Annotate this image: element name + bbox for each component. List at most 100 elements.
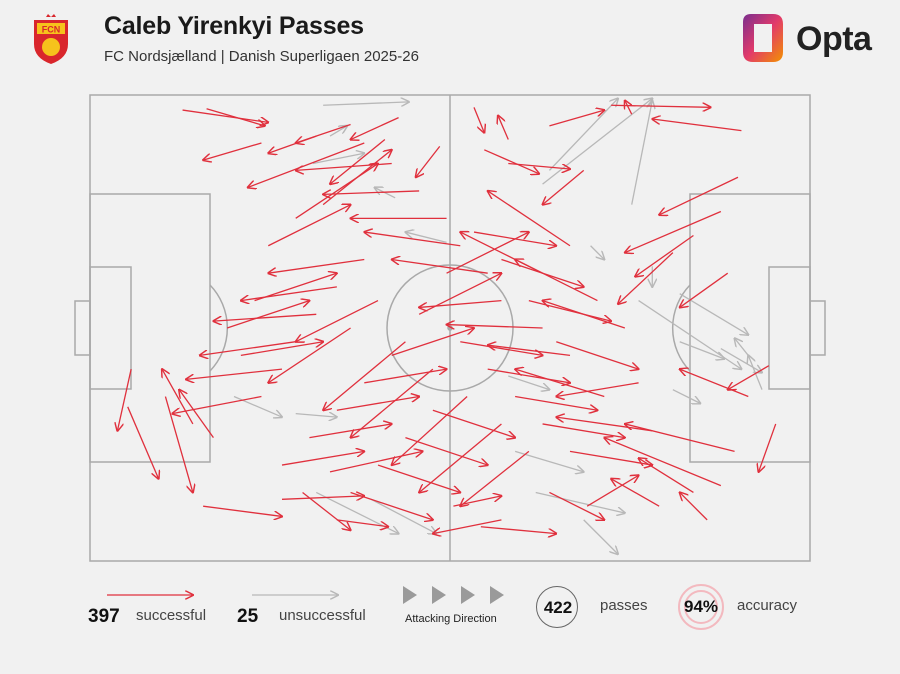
successful-pass: [460, 450, 530, 506]
unsuccessful-pass: [748, 355, 763, 390]
successful-pass: [515, 369, 605, 398]
successful-pass: [659, 176, 739, 215]
successful-pass: [336, 519, 388, 527]
accuracy-ring-inner: [684, 590, 718, 624]
successful-pass: [611, 105, 710, 107]
successful-pass: [460, 341, 542, 356]
successful-pass: [556, 382, 639, 397]
unsuccessful-passes: [233, 98, 763, 554]
successful-pass: [309, 424, 391, 439]
successful-pass: [267, 205, 350, 247]
unsuccessful-count: 25: [237, 606, 259, 627]
successful-pass: [162, 369, 194, 425]
successful-pass: [586, 475, 638, 507]
successful-pass: [680, 272, 729, 307]
passes-label: passes: [600, 597, 648, 614]
successful-pass: [203, 142, 262, 160]
crest-text: FCN: [42, 25, 61, 35]
unsuccessful-pass: [323, 102, 409, 105]
successful-pass: [418, 273, 501, 315]
unsuccessful-pass: [672, 389, 700, 404]
successful-pass: [549, 110, 604, 127]
successful-pass: [447, 325, 543, 328]
successful-pass: [295, 164, 378, 219]
successful-pass: [391, 328, 474, 357]
successful-pass: [179, 390, 214, 439]
successful-pass: [515, 259, 598, 302]
successful-pass: [281, 496, 364, 499]
successful-pass: [186, 368, 283, 379]
page-title: Caleb Yirenkyi Passes: [104, 12, 364, 40]
successful-pass: [336, 397, 419, 411]
club-crest: FCN: [34, 14, 68, 64]
unsuccessful-pass: [233, 395, 282, 418]
unsuccessful-pass: [542, 98, 653, 185]
successful-pass: [487, 368, 570, 383]
successful-pass: [351, 117, 399, 140]
successful-pass: [446, 232, 529, 274]
successful-pass: [182, 109, 269, 122]
successful-pass: [302, 491, 351, 530]
successful-pass: [206, 108, 265, 126]
unsuccessful-pass: [535, 491, 625, 513]
successful-pass: [453, 496, 501, 507]
successful-pass: [569, 450, 652, 465]
successful-pass: [392, 396, 468, 466]
successful-pass: [254, 273, 337, 302]
successful-pass: [473, 107, 484, 132]
successful-pass: [498, 116, 509, 140]
successful-pass: [268, 258, 365, 273]
successful-pass: [172, 395, 262, 414]
unsuccessful-pass: [631, 100, 653, 205]
unsuccessful-pass: [679, 293, 749, 335]
successful-pass: [241, 286, 337, 301]
successful-pass: [323, 191, 420, 194]
unsuccessful-label: unsuccessful: [279, 607, 366, 624]
successful-pass: [226, 301, 309, 329]
attacking-direction-chevron-icon: [490, 586, 504, 604]
successful-pass: [556, 417, 653, 432]
accuracy-ring-outer: [678, 584, 724, 630]
unsuccessful-pass: [720, 347, 762, 373]
unsuccessful-pass: [508, 375, 549, 390]
successful-pass: [611, 479, 660, 507]
successful-pass: [117, 368, 132, 431]
brand-name: Opta: [796, 20, 872, 58]
successful-passes: [117, 100, 777, 534]
successful-pass: [281, 451, 364, 466]
pitch-lines: [74, 94, 826, 562]
successful-pass: [248, 142, 365, 188]
passes-circle: [536, 586, 578, 628]
successful-pass: [240, 342, 323, 357]
unsuccessful-pass: [583, 519, 618, 554]
successful-pass: [488, 345, 571, 357]
successful-pass: [350, 491, 433, 519]
successful-count: 397: [88, 606, 120, 627]
successful-pass: [127, 406, 159, 479]
successful-label: successful: [136, 607, 207, 624]
successful-pass: [200, 341, 296, 356]
successful-pass: [484, 149, 539, 174]
unsuccessful-pass: [514, 450, 584, 472]
successful-pass: [330, 139, 386, 185]
legend-arrows: [107, 586, 504, 604]
attacking-direction-chevron-icon: [461, 586, 475, 604]
attacking-direction-chevron-icon: [432, 586, 446, 604]
unsuccessful-pass: [370, 498, 436, 533]
unsuccessful-pass: [679, 341, 725, 359]
successful-pass: [556, 341, 638, 369]
successful-pass: [680, 369, 749, 398]
successful-pass: [625, 424, 735, 452]
unsuccessful-pass: [590, 245, 605, 260]
successful-pass: [625, 210, 722, 253]
successful-pass: [625, 100, 632, 115]
successful-pass: [268, 327, 351, 383]
successful-pass: [549, 491, 604, 519]
successful-pass: [268, 135, 317, 153]
unsuccessful-pass: [329, 126, 347, 137]
successful-pass: [433, 519, 502, 534]
successful-pass: [322, 150, 392, 206]
unsuccessful-pass: [312, 153, 364, 165]
successful-pass: [419, 299, 502, 308]
